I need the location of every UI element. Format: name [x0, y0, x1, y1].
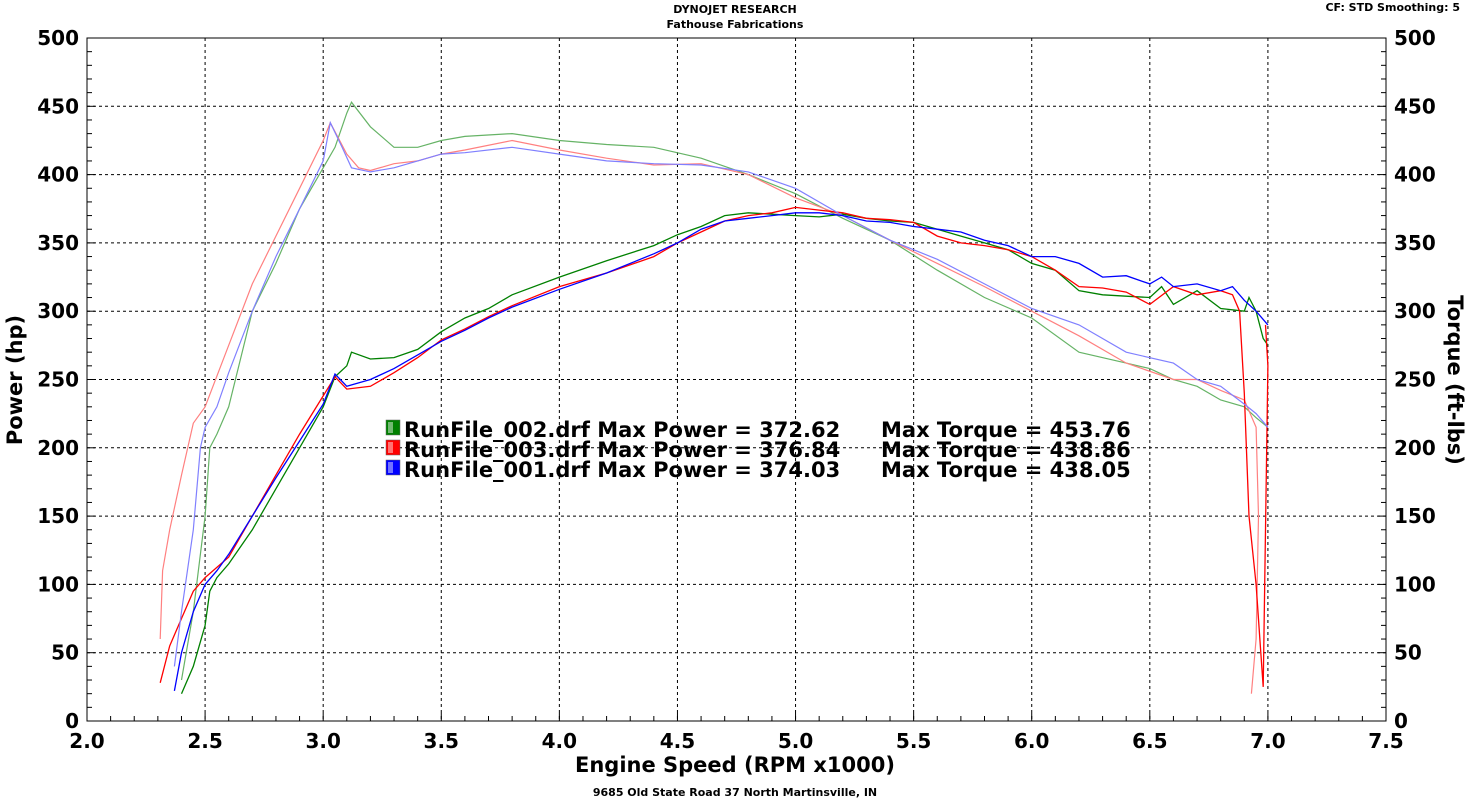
torque-line-RunFile_002.drf	[180, 101, 1269, 681]
legend: RunFile_002.drf Max Power = 372.62 Max To…	[385, 418, 1131, 482]
x-tick-label: 2.5	[187, 729, 222, 753]
y-tick-label-left: 50	[51, 641, 79, 665]
y-tick-label-left: 0	[65, 709, 79, 733]
y-tick-label-left: 300	[37, 299, 79, 323]
y-tick-label-right: 0	[1394, 709, 1408, 733]
legend-max-torque: Max Torque = 438.86	[881, 438, 1131, 462]
y-tick-label-right: 500	[1394, 26, 1436, 50]
y-axis-left-title: Power (hp)	[3, 315, 27, 445]
x-tick-label: 4.0	[542, 729, 577, 753]
legend-swatch-highlight	[388, 462, 393, 473]
x-axis-title: Engine Speed (RPM x1000)	[575, 753, 895, 777]
chart-title: DYNOJET RESEARCH	[673, 3, 797, 16]
x-tick-label: 5.0	[778, 729, 813, 753]
y-tick-label-left: 400	[37, 163, 79, 187]
power-line-RunFile_002.drf	[180, 212, 1269, 694]
y-tick-label-right: 350	[1394, 231, 1436, 255]
correction-settings: CF: STD Smoothing: 5	[1325, 1, 1460, 14]
y-tick-label-left: 450	[37, 94, 79, 118]
y-tick-label-left: 500	[37, 26, 79, 50]
x-tick-label: 2.0	[69, 729, 104, 753]
x-tick-label: 4.5	[660, 729, 695, 753]
legend-swatch	[385, 419, 401, 436]
plot-frame	[86, 37, 1387, 722]
series-layer	[159, 101, 1269, 694]
legend-swatch-highlight	[388, 422, 393, 433]
grid	[87, 38, 1386, 721]
x-tick-label: 6.5	[1132, 729, 1167, 753]
legend-max-torque: Max Torque = 438.05	[881, 458, 1131, 482]
x-tick-label: 7.5	[1368, 729, 1403, 753]
footer-address: 9685 Old State Road 37 North Martinsvill…	[592, 786, 878, 799]
legend-label: RunFile_002.drf Max Power = 372.62	[404, 418, 840, 442]
x-tick-label: 3.0	[305, 729, 340, 753]
power-line-RunFile_001.drf	[173, 212, 1269, 692]
x-tick-label: 6.0	[1014, 729, 1049, 753]
y-tick-label-left: 350	[37, 231, 79, 255]
x-tick-label: 7.0	[1250, 729, 1285, 753]
legend-swatch-highlight	[388, 442, 393, 453]
y-tick-label-right: 250	[1394, 368, 1436, 392]
y-tick-label-left: 100	[37, 572, 79, 596]
y-tick-label-left: 250	[37, 368, 79, 392]
y-tick-label-left: 150	[37, 504, 79, 528]
y-tick-label-right: 400	[1394, 163, 1436, 187]
y-tick-label-right: 200	[1394, 436, 1436, 460]
y-tick-label-right: 150	[1394, 504, 1436, 528]
axes: 2.0 2.5 3.0 3.5 4.0 4.5 5.0 5.5 6.0 6.5 7.0 7.50 050…	[37, 26, 1436, 753]
legend-max-torque: Max Torque = 453.76	[881, 418, 1131, 442]
chart-subtitle: Fathouse Fabrications	[666, 18, 804, 31]
y-tick-label-right: 50	[1394, 641, 1422, 665]
y-axis-right-title: Torque (ft-lbs)	[1443, 295, 1467, 465]
x-tick-label: 3.5	[424, 729, 459, 753]
torque-line-RunFile_001.drf	[173, 120, 1269, 667]
legend-swatch	[385, 459, 401, 476]
y-tick-label-left: 200	[37, 436, 79, 460]
legend-label: RunFile_001.drf Max Power = 374.03	[404, 458, 840, 482]
y-tick-label-right: 300	[1394, 299, 1436, 323]
y-tick-label-right: 450	[1394, 94, 1436, 118]
y-tick-label-right: 100	[1394, 572, 1436, 596]
legend-label: RunFile_003.drf Max Power = 376.84	[404, 438, 840, 462]
torque-line-RunFile_003.drf	[159, 121, 1260, 694]
x-tick-label: 5.5	[896, 729, 931, 753]
legend-swatch	[385, 439, 401, 456]
